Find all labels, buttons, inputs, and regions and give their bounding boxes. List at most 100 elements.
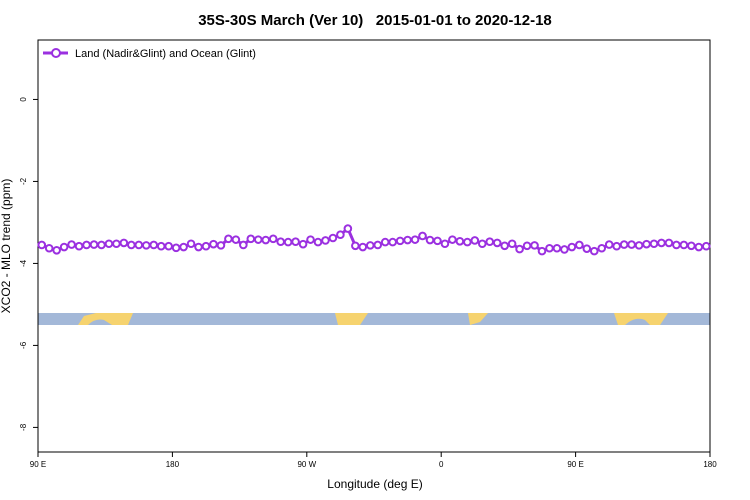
data-point — [343, 224, 353, 233]
data-point — [119, 238, 129, 248]
data-point — [418, 231, 427, 241]
data-point — [59, 242, 69, 252]
y-tick-label: -6 — [19, 341, 28, 349]
data-point — [306, 235, 315, 244]
data-point — [261, 235, 271, 245]
data-point — [597, 243, 607, 253]
data-point — [515, 244, 524, 254]
x-tick-label: 180 — [166, 460, 180, 469]
data-point — [701, 241, 711, 251]
data-point — [328, 233, 338, 243]
data-point — [179, 242, 188, 252]
data-point — [313, 237, 323, 247]
data-point — [470, 236, 480, 245]
data-point — [380, 237, 390, 247]
data-point — [37, 240, 47, 250]
y-tick-label: -2 — [19, 177, 28, 185]
data-point — [440, 239, 450, 249]
data-point — [575, 240, 584, 250]
data-point — [373, 240, 383, 250]
data-point — [127, 240, 136, 250]
data-point — [67, 240, 76, 249]
data-point — [112, 239, 121, 249]
data-point — [410, 235, 420, 244]
data-point — [216, 241, 226, 250]
data-point — [104, 239, 114, 249]
data-point — [239, 240, 248, 250]
data-point — [567, 242, 577, 252]
data-point — [507, 239, 517, 249]
data-point — [604, 240, 614, 249]
x-axis-label: Longitude (deg E) — [327, 477, 422, 491]
data-point — [336, 230, 345, 240]
data-point — [448, 235, 457, 244]
data-point — [224, 234, 233, 244]
data-point — [365, 241, 375, 250]
data-point — [283, 237, 293, 247]
legend-marker — [51, 48, 61, 58]
data-point — [694, 242, 704, 252]
x-tick-label: 90 E — [30, 460, 46, 469]
data-point — [477, 239, 487, 249]
data-point — [433, 236, 442, 246]
data-point — [209, 239, 218, 249]
data-point — [74, 241, 84, 251]
data-point — [89, 240, 99, 249]
data-point — [149, 240, 159, 250]
data-point — [425, 235, 435, 245]
x-tick-label: 90 E — [567, 460, 583, 469]
data-point — [679, 240, 689, 250]
data-point — [672, 240, 681, 250]
data-point — [82, 240, 91, 250]
data-point — [552, 243, 562, 253]
data-point — [298, 239, 308, 249]
data-point — [657, 238, 666, 248]
data-point — [186, 239, 196, 249]
data-point — [141, 241, 151, 250]
data-point — [276, 237, 285, 246]
data-point — [358, 242, 368, 252]
x-tick-label: 180 — [703, 460, 717, 469]
data-point — [649, 239, 659, 249]
data-point — [231, 235, 241, 244]
y-tick-label: 0 — [19, 97, 28, 102]
y-axis-label: XCO2 - MLO trend (ppm) — [0, 179, 13, 314]
data-point — [537, 246, 547, 256]
data-point — [253, 235, 263, 244]
x-tick-label: 90 W — [297, 460, 316, 469]
data-point — [612, 241, 621, 251]
data-point — [582, 244, 592, 253]
legend-label: Land (Nadir&Glint) and Ocean (Glint) — [75, 48, 256, 60]
data-point — [291, 237, 300, 246]
data-point — [545, 243, 554, 253]
data-point — [634, 241, 644, 250]
data-point — [321, 236, 330, 245]
data-point — [134, 240, 144, 250]
chart-title: 35S-30S March (Ver 10) 2015-01-01 to 202… — [198, 12, 552, 29]
data-point — [522, 241, 532, 251]
data-point — [171, 243, 181, 253]
legend: Land (Nadir&Glint) and Ocean (Glint) — [43, 48, 256, 60]
data-point — [194, 242, 203, 252]
data-point — [164, 241, 173, 251]
data-point — [500, 241, 509, 251]
data-point — [44, 243, 54, 253]
data-point — [403, 235, 412, 245]
land-ocean-strip — [38, 313, 710, 325]
data-point — [687, 241, 696, 251]
data-point — [664, 238, 674, 248]
y-tick-label: -4 — [19, 259, 28, 267]
data-point — [268, 234, 278, 244]
data-point — [52, 246, 61, 255]
data-point — [530, 241, 539, 250]
data-point — [395, 236, 405, 246]
data-point — [455, 236, 465, 246]
data-point — [156, 241, 166, 251]
data-point — [388, 237, 397, 247]
data-point — [351, 241, 360, 251]
data-point — [642, 239, 651, 249]
data-point — [627, 240, 636, 249]
y-tick-label: -8 — [19, 423, 28, 431]
data-point — [463, 237, 472, 247]
